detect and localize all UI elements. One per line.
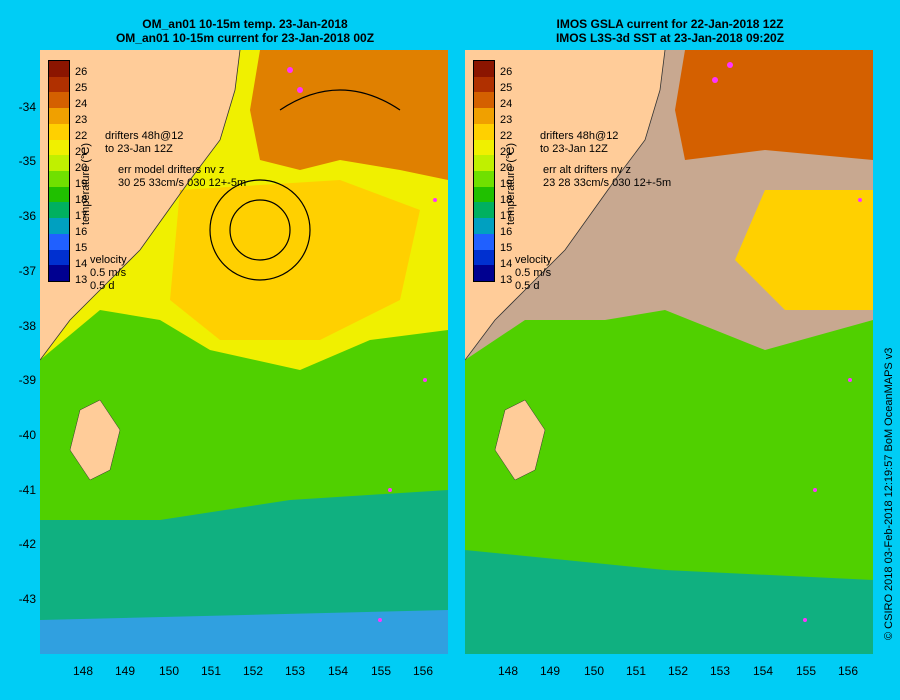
x-tick: 155: [370, 664, 392, 678]
drifters: [287, 67, 437, 622]
warm-water-region: [675, 50, 873, 160]
x-tick: 152: [242, 664, 264, 678]
left-title-line1: OM_an01 10-15m temp. 23-Jan-2018: [142, 17, 348, 31]
cbar-tick: 23: [75, 114, 88, 126]
x-tick: 150: [583, 664, 605, 678]
credit-text: © CSIRO 2018 03-Feb-2018 12:19:57 BoM Oc…: [883, 347, 895, 640]
left-title: OM_an01 10-15m temp. 23-Jan-2018 OM_an01…: [40, 17, 450, 45]
sst-cold-region: [465, 550, 873, 654]
y-tick: -43: [18, 592, 36, 606]
x-tick: 153: [284, 664, 306, 678]
y-tick: -37: [18, 264, 36, 278]
right-title-line1: IMOS GSLA current for 22-Jan-2018 12Z: [556, 17, 784, 31]
y-tick: -42: [18, 537, 36, 551]
eddy-inner-circulation: [229, 199, 291, 261]
cbar-tick: 26: [500, 66, 513, 78]
velocity-legend: velocity 0.5 m/s 0.5 d: [515, 254, 552, 292]
cbar-tick: 17: [75, 210, 88, 222]
velocity-legend: velocity 0.5 m/s 0.5 d: [90, 254, 127, 292]
right-map-svg: [465, 50, 873, 654]
x-tick: 149: [114, 664, 136, 678]
right-map-panel: 26 25 24 23 22 21 20 19 18 17 16 15 14 1…: [465, 50, 873, 654]
tasmania-island: [494, 399, 546, 481]
cbar-tick: 18: [500, 194, 513, 206]
cbar-tick: 17: [500, 210, 513, 222]
left-colorbar: [48, 60, 70, 282]
y-tick: -35: [18, 154, 36, 168]
north-current: [279, 89, 401, 111]
cbar-title: temperature (°C): [505, 142, 517, 225]
y-tick: -38: [18, 319, 36, 333]
x-tick: 150: [158, 664, 180, 678]
cbar-tick: 25: [75, 82, 88, 94]
x-tick: 148: [72, 664, 94, 678]
cbar-tick: 14: [75, 258, 88, 270]
x-tick: 151: [625, 664, 647, 678]
err-label: err alt drifters nv z 23 28 33cm/s 030 1…: [543, 164, 672, 189]
left-map-svg: [40, 50, 448, 654]
right-title: IMOS GSLA current for 22-Jan-2018 12Z IM…: [465, 17, 875, 45]
cbar-tick: 26: [75, 66, 88, 78]
y-tick: -39: [18, 373, 36, 387]
cbar-tick: 23: [500, 114, 513, 126]
cbar-tick: 22: [75, 130, 88, 142]
cbar-tick: 13: [500, 274, 513, 286]
cbar-tick: 19: [500, 178, 513, 190]
x-tick: 151: [200, 664, 222, 678]
cbar-tick: 13: [75, 274, 88, 286]
current-vectors: [209, 89, 401, 281]
x-tick: 155: [795, 664, 817, 678]
cbar-tick: 21: [500, 146, 513, 158]
right-colorbar: [473, 60, 495, 282]
cbar-tick: 15: [500, 242, 513, 254]
cbar-tick: 16: [75, 226, 88, 238]
x-tick: 148: [497, 664, 519, 678]
err-label: err model drifters nv z 30 25 33cm/s 030…: [118, 164, 247, 189]
cbar-tick: 24: [75, 98, 88, 110]
cbar-tick: 24: [500, 98, 513, 110]
y-tick: -41: [18, 483, 36, 497]
x-tick: 154: [752, 664, 774, 678]
cbar-tick: 22: [500, 130, 513, 142]
x-tick: 154: [327, 664, 349, 678]
x-tick: 149: [539, 664, 561, 678]
tasmania-island: [69, 399, 121, 481]
y-tick: -40: [18, 428, 36, 442]
drifters-label: drifters 48h@12 to 23-Jan 12Z: [540, 130, 619, 155]
coldest-water-region: [40, 610, 448, 654]
coastline: [40, 50, 241, 361]
left-title-line2: OM_an01 10-15m current for 23-Jan-2018 0…: [115, 31, 375, 45]
eddy-warm-region: [170, 180, 420, 340]
cbar-title: temperature (°C): [80, 142, 92, 225]
left-map-panel: 26 25 24 23 22 21 20 19 18 17 16 15 14 1…: [40, 50, 448, 654]
drifters-label: drifters 48h@12 to 23-Jan 12Z: [105, 130, 184, 155]
coastline: [465, 50, 666, 361]
x-tick: 156: [412, 664, 434, 678]
cbar-tick: 15: [75, 242, 88, 254]
warm-water-region: [250, 50, 448, 180]
cbar-tick: 16: [500, 226, 513, 238]
x-tick: 156: [837, 664, 859, 678]
sst-yellow-region: [735, 190, 873, 310]
cbar-tick: 19: [75, 178, 88, 190]
cbar-tick: 20: [500, 162, 513, 174]
cbar-tick: 20: [75, 162, 88, 174]
x-tick: 153: [709, 664, 731, 678]
right-title-line2: IMOS L3S-3d SST at 23-Jan-2018 09:20Z: [555, 31, 785, 45]
y-tick: -34: [18, 100, 36, 114]
y-tick: -36: [18, 209, 36, 223]
x-tick: 152: [667, 664, 689, 678]
cbar-tick: 21: [75, 146, 88, 158]
eddy-circulation: [209, 179, 311, 281]
cbar-tick: 18: [75, 194, 88, 206]
cbar-tick: 14: [500, 258, 513, 270]
drifters: [712, 62, 862, 622]
cbar-tick: 25: [500, 82, 513, 94]
